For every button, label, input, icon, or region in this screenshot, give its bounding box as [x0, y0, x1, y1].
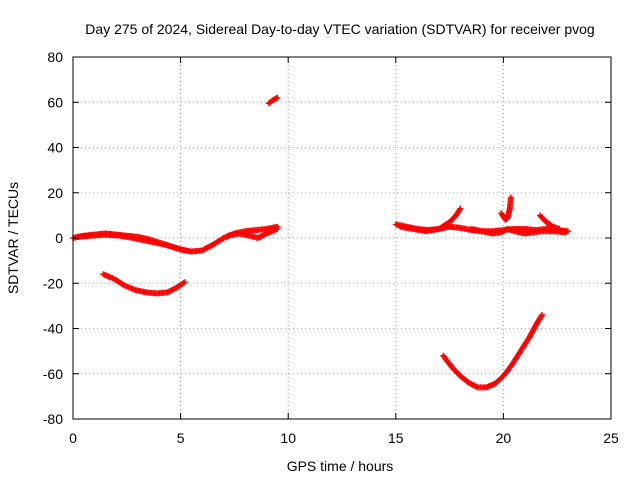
data-point — [562, 229, 569, 236]
y-axis-ticks: -80 -60 -40 -20 0 20 40 60 80 — [43, 49, 611, 427]
x-tick-label: 20 — [496, 430, 512, 446]
data-points — [70, 94, 571, 391]
data-point — [507, 194, 514, 201]
x-tick-label: 5 — [177, 430, 185, 446]
series-track9 — [498, 194, 514, 223]
series-track3 — [224, 225, 281, 241]
y-tick-label: 40 — [47, 140, 63, 156]
data-point — [180, 279, 187, 286]
x-axis-label: GPS time / hours — [287, 458, 394, 474]
series-track2 — [74, 231, 188, 254]
x-tick-label: 15 — [388, 430, 404, 446]
grid — [73, 57, 611, 419]
series-track10 — [536, 212, 563, 232]
y-tick-label: 20 — [47, 185, 63, 201]
y-tick-label: -40 — [43, 321, 63, 337]
x-axis-ticks: 0 5 10 15 20 25 — [69, 57, 619, 446]
x-tick-label: 25 — [603, 430, 619, 446]
data-point — [274, 94, 281, 101]
series-track7 — [397, 205, 464, 235]
series-track5 — [265, 94, 281, 107]
data-point — [274, 225, 281, 232]
data-point — [181, 279, 188, 286]
data-point — [538, 313, 545, 320]
series-track11 — [440, 311, 546, 391]
y-tick-label: 80 — [47, 49, 63, 65]
data-point — [181, 247, 188, 254]
chart-title: Day 275 of 2024, Sidereal Day-to-day VTE… — [85, 21, 594, 37]
y-tick-label: -60 — [43, 366, 63, 382]
y-axis-label: SDTVAR / TECUs — [5, 182, 21, 294]
y-tick-label: -80 — [43, 411, 63, 427]
y-tick-label: -20 — [43, 275, 63, 291]
data-point — [457, 205, 464, 212]
y-tick-label: 60 — [47, 94, 63, 110]
data-point — [539, 311, 546, 318]
data-point — [456, 206, 463, 213]
series-track4 — [100, 271, 188, 297]
y-tick-label: 0 — [55, 230, 63, 246]
x-tick-label: 0 — [69, 430, 77, 446]
data-point — [556, 225, 563, 232]
x-tick-label: 10 — [280, 430, 296, 446]
